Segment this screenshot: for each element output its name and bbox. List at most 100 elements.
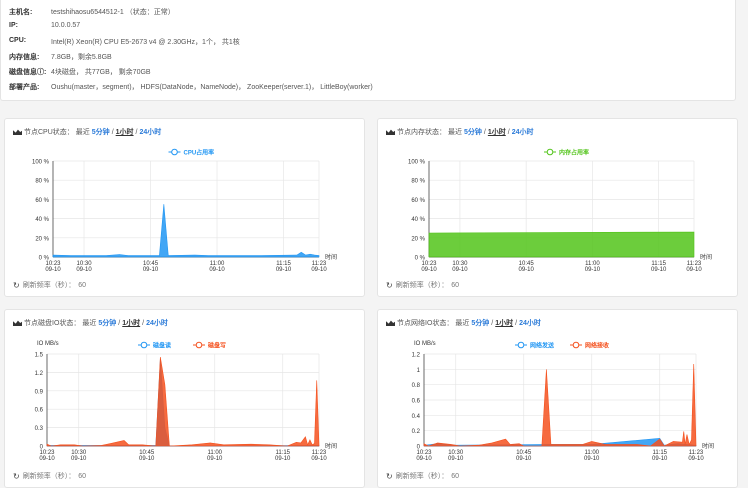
y-tick-label: 0.3 <box>35 426 44 432</box>
network-io-chart: 00.20.40.60.811.210:2309-1010:3009-1010:… <box>412 341 714 462</box>
x-tick-date: 09-10 <box>209 267 225 273</box>
x-tick-date: 09-10 <box>585 267 601 273</box>
panel-header: 节点网络IO状态： 最近 5分钟/1小时/24小时 <box>386 318 541 328</box>
x-tick-date: 09-10 <box>276 267 292 273</box>
x-tick-date: 09-10 <box>139 456 155 462</box>
refresh-rate: ↻ 刷新频率（秒）： 60 <box>386 280 459 290</box>
refresh-rate: ↻ 刷新频率（秒）： 60 <box>13 280 86 290</box>
y-tick-label: 80 % <box>35 179 49 185</box>
refresh-icon[interactable]: ↻ <box>386 280 393 290</box>
range-1hour-link[interactable]: 1小时 <box>115 129 134 136</box>
info-value: testshihaosu6544512-1 （状态：正常） <box>51 9 175 16</box>
x-tick-date: 09-10 <box>311 456 327 462</box>
x-tick-date: 09-10 <box>207 456 223 462</box>
recent-label: 最近 <box>455 320 470 327</box>
disk-io-chart: 00.30.60.91.21.510:2309-1010:3009-1010:4… <box>35 341 337 462</box>
y-tick-label: 40 % <box>35 217 49 223</box>
x-axis-title: 时间 <box>702 442 714 450</box>
x-tick-label: 11:23 <box>312 261 327 267</box>
y-axis-title: IO MB/s <box>37 341 59 347</box>
chart-icon <box>13 320 22 326</box>
x-tick-label: 10:30 <box>452 261 468 267</box>
x-tick-date: 09-10 <box>584 456 600 462</box>
info-row-memory: 内存信息: 7.8GB，剩余5.8GB <box>9 52 112 62</box>
y-tick-label: 0.2 <box>412 429 421 435</box>
y-tick-label: 0 % <box>39 256 50 262</box>
x-tick-label: 10:23 <box>421 261 437 267</box>
cpu-chart: 0 %20 %40 %60 %80 %100 %10:2309-1010:300… <box>32 148 337 273</box>
range-1hour-link[interactable]: 1小时 <box>495 320 514 327</box>
range-1hour-link[interactable]: 1小时 <box>487 129 506 136</box>
x-tick-date: 09-10 <box>652 456 668 462</box>
x-tick-date: 09-10 <box>416 456 432 462</box>
x-tick-label: 11:15 <box>651 261 666 267</box>
range-5min-link[interactable]: 5分钟 <box>471 320 490 327</box>
chart-icon <box>13 129 22 135</box>
x-tick-date: 09-10 <box>686 267 702 273</box>
refresh-icon[interactable]: ↻ <box>386 471 393 481</box>
info-row-hostname: 主机名: testshihaosu6544512-1 （状态：正常） <box>9 7 175 17</box>
separator: / <box>135 128 138 136</box>
y-tick-label: 20 % <box>411 236 425 242</box>
separator: / <box>491 319 494 327</box>
separator: / <box>515 319 518 327</box>
refresh-value[interactable]: 60 <box>78 472 86 480</box>
legend-item[interactable]: 磁盘读 <box>138 341 171 349</box>
x-tick-date: 09-10 <box>421 267 437 273</box>
range-24hour-link[interactable]: 24小时 <box>146 320 168 327</box>
x-tick-label: 10:30 <box>71 450 87 456</box>
legend-label: 网络发送 <box>530 341 555 349</box>
x-tick-date: 09-10 <box>45 267 61 273</box>
refresh-value[interactable]: 60 <box>78 281 86 289</box>
legend-item[interactable]: 内存占用率 <box>544 148 589 156</box>
x-tick-label: 10:45 <box>519 261 535 267</box>
x-tick-date: 09-10 <box>76 267 92 273</box>
refresh-rate: ↻ 刷新频率（秒）： 60 <box>386 471 459 481</box>
x-tick-label: 11:23 <box>689 450 704 456</box>
legend-item[interactable]: 网络接收 <box>570 341 609 349</box>
series-area-1 <box>428 231 695 258</box>
refresh-label: 刷新频率（秒）： <box>22 282 76 289</box>
range-1hour-link[interactable]: 1小时 <box>122 320 141 327</box>
host-info-card: 主机名: testshihaosu6544512-1 （状态：正常） IP: 10.… <box>0 0 736 101</box>
refresh-icon[interactable]: ↻ <box>13 471 20 481</box>
x-tick-label: 10:45 <box>139 450 155 456</box>
series-area-1 <box>46 358 320 447</box>
panel-header: 节点CPU状态： 最近 5分钟/1小时/24小时 <box>13 127 161 137</box>
y-tick-label: 0.8 <box>412 383 421 389</box>
x-tick-date: 09-10 <box>275 456 291 462</box>
legend-item[interactable]: 网络发送 <box>515 341 555 349</box>
panel-title: 节点网络IO状态： <box>397 320 454 327</box>
x-tick-label: 11:15 <box>275 450 290 456</box>
refresh-value[interactable]: 60 <box>451 281 459 289</box>
y-tick-label: 100 % <box>32 160 50 166</box>
x-tick-label: 10:23 <box>39 450 55 456</box>
range-24hour-link[interactable]: 24小时 <box>139 129 162 136</box>
y-tick-label: 0.9 <box>35 389 44 395</box>
refresh-value[interactable]: 60 <box>451 472 459 480</box>
range-24hour-link[interactable]: 24小时 <box>519 320 541 327</box>
x-tick-label: 10:30 <box>448 450 464 456</box>
x-tick-date: 09-10 <box>651 267 667 273</box>
x-axis-title: 时间 <box>325 253 337 261</box>
refresh-rate: ↻ 刷新频率（秒）： 60 <box>13 471 86 481</box>
range-24hour-link[interactable]: 24小时 <box>511 129 534 136</box>
refresh-icon[interactable]: ↻ <box>13 280 20 290</box>
range-5min-link[interactable]: 5分钟 <box>91 129 110 136</box>
legend-label: 磁盘写 <box>208 341 226 349</box>
panel-title: 节点内存状态： <box>397 129 446 136</box>
recent-label: 最近 <box>75 129 90 136</box>
separator: / <box>483 128 486 136</box>
legend-item[interactable]: 磁盘写 <box>193 341 226 349</box>
range-5min-link[interactable]: 5分钟 <box>98 320 117 327</box>
range-5min-link[interactable]: 5分钟 <box>464 129 482 136</box>
legend-label: 磁盘读 <box>153 341 171 349</box>
legend-marker-icon <box>517 341 525 349</box>
x-tick-label: 10:23 <box>416 450 432 456</box>
legend-label: 网络接收 <box>585 341 609 349</box>
legend-item[interactable]: CPU占用率 <box>168 148 215 156</box>
x-tick-date: 09-10 <box>518 267 534 273</box>
y-tick-label: 0 % <box>415 256 426 262</box>
x-tick-label: 10:45 <box>143 261 159 267</box>
legend-marker-icon <box>140 341 148 349</box>
